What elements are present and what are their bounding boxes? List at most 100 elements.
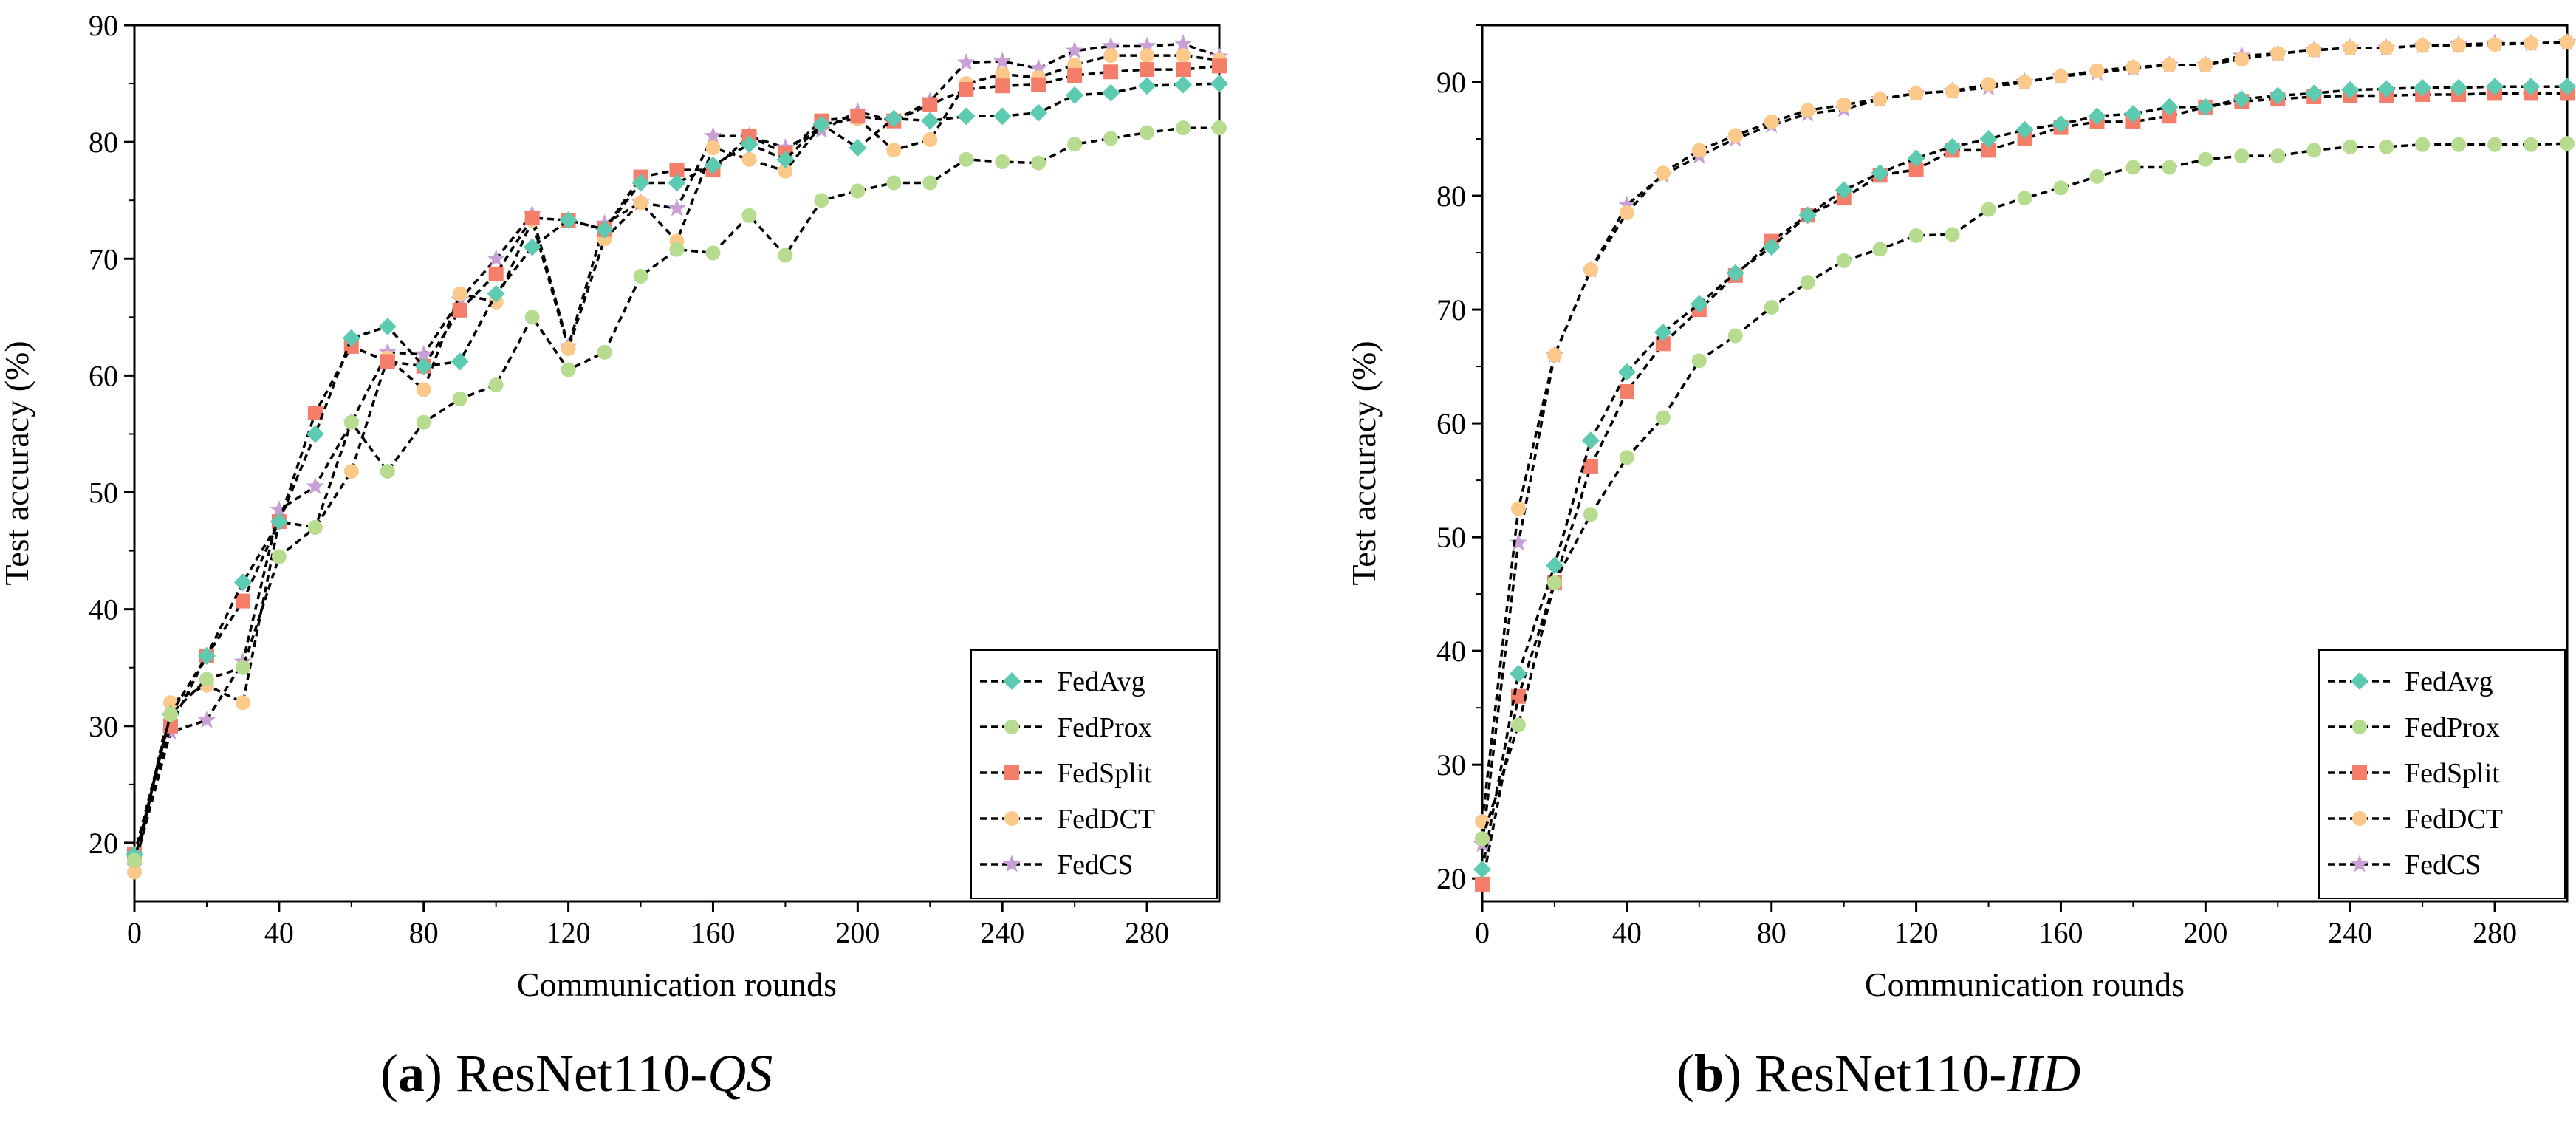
y-tick-label: 30 [1436, 748, 1466, 782]
data-point [2162, 109, 2177, 124]
data-point [2089, 168, 2105, 184]
data-point [1067, 137, 1083, 152]
legend-marker [2351, 672, 2368, 690]
legend-marker [1002, 855, 1021, 872]
data-point [2015, 120, 2034, 139]
data-point [2017, 75, 2032, 90]
data-point [162, 706, 178, 722]
y-tick-label: 70 [1436, 293, 1466, 327]
data-point [2270, 46, 2286, 61]
data-point [1509, 533, 1528, 551]
y-tick-label: 20 [89, 827, 118, 860]
data-point [778, 247, 793, 263]
data-point [1029, 58, 1048, 76]
y-tick-label: 60 [89, 359, 118, 392]
y-tick-label: 50 [89, 476, 118, 510]
data-point [488, 377, 504, 393]
data-point [957, 107, 976, 126]
data-point [2524, 35, 2539, 51]
data-point [1030, 103, 1048, 122]
data-point [127, 852, 142, 868]
data-point [1475, 831, 1490, 847]
data-point [1210, 75, 1228, 93]
data-point [1176, 48, 1191, 64]
data-point [1140, 62, 1155, 78]
data-point [2053, 180, 2069, 196]
x-axis-label: Communication rounds [1865, 966, 2185, 1003]
data-point [2234, 52, 2250, 67]
data-point [2017, 191, 2032, 206]
data-point [812, 115, 831, 134]
data-point [1871, 164, 1889, 182]
data-point [1945, 83, 1960, 99]
data-point [2486, 78, 2504, 96]
data-point [995, 66, 1010, 82]
data-point [886, 175, 902, 191]
data-point [1727, 128, 1743, 143]
caption-b: (b) ResNet110-IID [1676, 1044, 2081, 1103]
data-point [487, 249, 505, 267]
x-tick-label: 200 [835, 916, 880, 949]
data-point [2560, 35, 2575, 50]
data-point [1764, 114, 1779, 129]
legend-marker [1004, 720, 1019, 734]
data-point [1727, 328, 1743, 344]
data-point [1764, 299, 1779, 315]
data-point [849, 139, 867, 157]
data-point [271, 549, 287, 564]
data-point [451, 352, 469, 371]
data-point [2379, 139, 2394, 154]
data-point [452, 302, 467, 318]
data-point [524, 210, 540, 225]
data-point [1691, 143, 1707, 158]
data-point [2196, 98, 2215, 116]
data-point [1617, 195, 1637, 213]
data-point [1103, 131, 1119, 146]
data-point [740, 135, 758, 154]
x-tick-label: 160 [2038, 916, 2083, 949]
data-point [270, 500, 289, 518]
x-tick-label: 240 [980, 916, 1024, 949]
data-point [2522, 78, 2541, 96]
data-point [2198, 151, 2213, 167]
legend-marker [1003, 672, 1021, 690]
data-point [235, 660, 250, 675]
series-fedavg [1473, 78, 2576, 878]
data-point [233, 573, 252, 592]
y-axis-label: Test accuracy (%) [0, 341, 35, 585]
legend-label-fedavg: FedAvg [1057, 666, 1145, 697]
data-point [1176, 62, 1191, 78]
data-point [633, 268, 648, 284]
data-point [523, 238, 541, 256]
data-point [488, 266, 504, 281]
data-point [1654, 323, 1672, 341]
data-point [1103, 64, 1119, 80]
data-point [342, 329, 360, 347]
data-point [704, 126, 722, 144]
data-point [1473, 860, 1491, 878]
data-point [668, 199, 686, 216]
data-point [2017, 131, 2032, 147]
legend-label-fedprox: FedProx [2405, 712, 2500, 743]
data-point [2343, 40, 2358, 55]
caption-a-italic: QS [708, 1044, 773, 1103]
data-point [1067, 67, 1083, 83]
data-point [2487, 37, 2503, 52]
data-point [1655, 410, 1671, 426]
data-point [850, 183, 866, 199]
data-point [1066, 86, 1084, 104]
data-point [2233, 90, 2251, 109]
y-tick-label: 80 [1436, 180, 1466, 213]
series-fedprox [127, 120, 1227, 868]
x-tick-label: 120 [1894, 916, 1939, 949]
data-point [1907, 149, 1925, 168]
data-point [1581, 431, 1600, 450]
data-point [595, 220, 614, 239]
data-point [2198, 57, 2213, 72]
data-point [1140, 48, 1155, 64]
data-point [2124, 105, 2142, 123]
data-point [524, 310, 540, 325]
data-point [1908, 228, 1924, 243]
data-point [1981, 202, 1996, 217]
data-point [886, 143, 902, 158]
